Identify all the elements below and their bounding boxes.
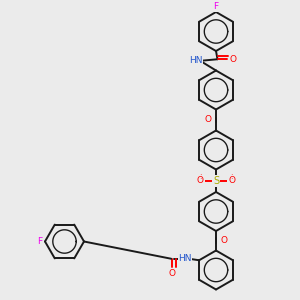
Text: O: O (230, 55, 237, 64)
Text: :: : (199, 172, 202, 181)
Text: HN: HN (189, 56, 202, 65)
Text: O: O (205, 116, 212, 124)
Text: HN: HN (178, 254, 192, 263)
Text: :: : (230, 172, 233, 181)
Text: F: F (213, 2, 219, 11)
Text: O: O (169, 269, 176, 278)
Text: O: O (221, 236, 228, 245)
Text: O: O (228, 176, 235, 185)
Text: O: O (197, 176, 204, 185)
Text: F: F (37, 237, 42, 246)
Text: S: S (213, 176, 219, 186)
